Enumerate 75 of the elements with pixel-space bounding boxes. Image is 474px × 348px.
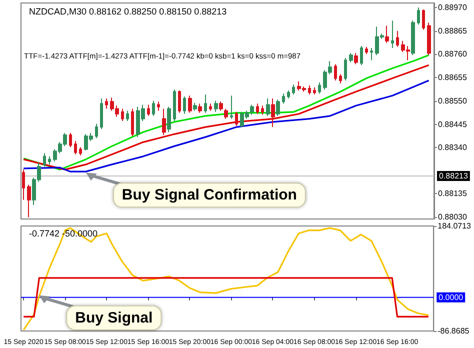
y-tick-label: 0.88445 — [438, 120, 468, 129]
candlestick — [391, 20, 394, 48]
candlestick — [209, 103, 212, 112]
candlestick — [422, 8, 425, 30]
candlestick — [349, 52, 353, 63]
candlestick — [95, 123, 98, 139]
candlestick — [48, 156, 51, 165]
candlestick — [100, 98, 103, 130]
candlestick — [173, 89, 176, 122]
y-tick-label: -86.8685 — [438, 326, 470, 336]
candlestick — [178, 90, 181, 114]
y-tick-label: 0.88970 — [438, 2, 468, 12]
candlestick — [152, 100, 155, 116]
y-tick-label: 0.88135 — [438, 188, 468, 198]
annotation: Buy Signal — [75, 309, 153, 326]
candlestick — [292, 84, 295, 96]
candlestick — [396, 30, 399, 48]
chart-title: NZDCAD,M30 0.88162 0.88250 0.88150 0.88213 — [29, 6, 227, 16]
annotation: Buy Signal Confirmation — [122, 186, 297, 204]
candlestick — [318, 82, 321, 94]
y-tick-label: 0.88030 — [438, 212, 468, 222]
line-series — [22, 227, 430, 331]
candlestick — [344, 58, 347, 81]
candlestick — [131, 108, 134, 137]
candlestick — [147, 104, 150, 116]
candlestick — [276, 99, 280, 116]
candlestick — [121, 108, 124, 122]
y-tick-label: 0.88550 — [438, 96, 468, 106]
y-tick-label: 0.88760 — [438, 50, 468, 59]
candlestick — [427, 22, 431, 56]
candlestick — [74, 140, 77, 155]
candlestick — [43, 152, 46, 167]
candlestick — [256, 103, 259, 114]
candlestick — [417, 6, 420, 26]
candlestick — [339, 74, 342, 84]
candlestick — [334, 64, 337, 81]
candlestick — [79, 146, 82, 156]
candlestick — [308, 84, 311, 96]
candlestick — [360, 45, 363, 66]
candlestick — [219, 101, 223, 112]
candlestick — [105, 98, 108, 110]
candlestick — [271, 98, 275, 128]
candlestick — [183, 96, 186, 114]
candlestick — [282, 93, 285, 104]
y-tick-label: 0.88865 — [438, 26, 468, 36]
candlestick — [157, 101, 160, 112]
candlestick — [69, 132, 72, 148]
candlestick — [261, 105, 264, 116]
ref-line-label: 0.0000 — [438, 292, 464, 302]
candlestick — [287, 90, 290, 100]
candlestick — [204, 94, 207, 114]
candlestick — [224, 108, 228, 120]
candlestick — [126, 110, 129, 122]
candlestick — [198, 103, 202, 114]
candlestick — [313, 86, 316, 96]
candlestick — [354, 52, 358, 65]
candlestick — [250, 104, 254, 116]
y-tick-label: 184.0713 — [438, 222, 472, 230]
candlestick — [167, 106, 171, 133]
candlestick — [22, 169, 25, 200]
candlestick — [162, 108, 166, 136]
candlestick — [193, 102, 197, 112]
candlestick — [365, 46, 368, 54]
candlestick — [266, 98, 270, 116]
candlestick — [214, 100, 218, 112]
candlestick — [235, 111, 238, 126]
candlestick — [188, 95, 192, 114]
candlestick — [385, 25, 389, 44]
candlestick — [370, 47, 373, 61]
candlestick — [411, 20, 415, 56]
y-tick-label: 0.88655 — [438, 73, 468, 82]
candlestick — [27, 184, 31, 218]
candlestick — [230, 95, 233, 120]
ref-line-label: 0.88213 — [439, 172, 468, 181]
y-tick-label: 0.88340 — [438, 143, 468, 152]
